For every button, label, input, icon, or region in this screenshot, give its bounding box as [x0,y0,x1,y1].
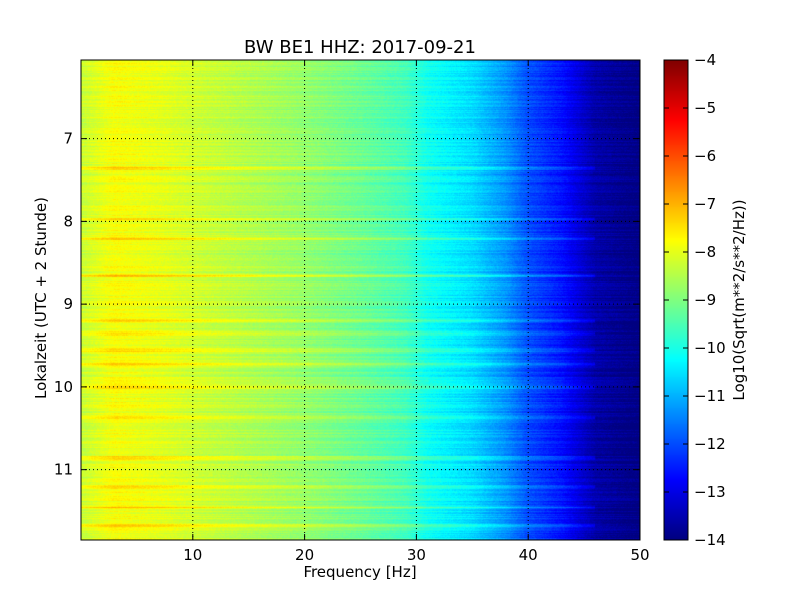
colorbar-label: Log10(Sqrt(m**2/s**2/Hz)) [730,199,748,400]
colorbar-tick-label: −6 [694,147,716,165]
colorbar-tick-label: −11 [694,387,726,405]
colorbar-tick-label: −5 [694,99,716,117]
x-tick-label: 30 [407,546,426,564]
colorbar-ticks: −4 −5 −6 −7 −8 −9 −10 −11 −12 −13 −14 [664,51,726,549]
y-tick-label: 8 [63,212,73,230]
y-axis-label: Lokalzeit (UTC + 2 Stunde) [32,197,50,399]
grid-lines [81,60,640,540]
x-axis-label: Frequency [Hz] [303,563,416,581]
x-tick-label: 40 [519,546,538,564]
x-tick-label: 50 [630,546,649,564]
colorbar-tick-label: −10 [694,339,726,357]
colorbar-tick-label: −12 [694,435,726,453]
colorbar-tick-label: −7 [694,195,716,213]
x-tick-label: 10 [183,546,202,564]
colorbar-tick-label: −9 [694,291,716,309]
x-tick-label: 20 [295,546,314,564]
y-tick-label: 7 [63,130,73,148]
spectrogram-heatmap [81,60,640,540]
colorbar-tick-label: −8 [694,243,716,261]
colorbar-tick-label: −4 [694,51,716,69]
x-axis-ticks: 10 20 30 40 50 [183,60,650,564]
chart-title: BW BE1 HHZ: 2017-09-21 [244,37,476,58]
y-tick-label: 9 [63,295,73,313]
y-tick-label: 11 [54,461,73,479]
colorbar-tick-label: −14 [694,531,726,549]
y-axis-ticks: 7 8 9 10 11 [54,130,640,479]
y-tick-label: 10 [54,378,73,396]
colorbar-tick-label: −13 [694,483,726,501]
plot-frame [80,59,641,541]
